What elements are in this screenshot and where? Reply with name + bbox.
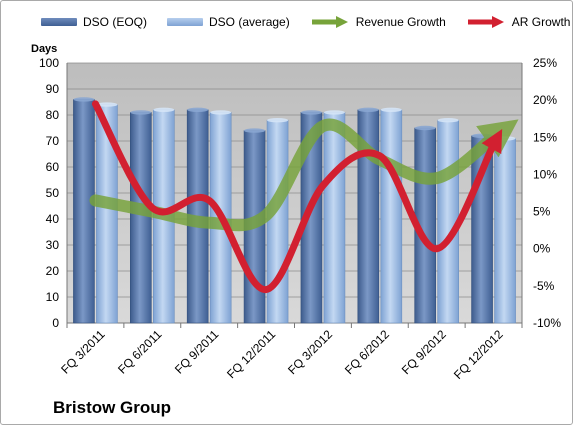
company-label: Bristow Group (53, 398, 172, 417)
legend-item-ar-growth: AR Growth (466, 15, 571, 29)
bar-dso-eoq (130, 110, 152, 324)
legend-swatch-dso-eoq (41, 18, 77, 26)
legend-label-revenue-growth: Revenue Growth (355, 15, 446, 29)
x-tick-label: FQ 3/2012 (285, 327, 335, 377)
y-tick-label: 30 (46, 238, 60, 252)
legend-item-dso-average: DSO (average) (167, 15, 290, 29)
y2-tick-label: 5% (533, 205, 551, 219)
y-tick-label: 80 (46, 108, 60, 122)
y2-tick-label: 15% (533, 130, 557, 144)
y2-tick-label: 10% (533, 167, 557, 181)
y-tick-label: 70 (46, 134, 60, 148)
x-tick-label: FQ 9/2012 (399, 327, 449, 377)
bar-dso-eoq (300, 110, 323, 324)
bar-dso-average (266, 118, 289, 324)
y2-tick-label: -5% (533, 279, 555, 293)
y-tick-label: 100 (39, 56, 59, 70)
x-tick-label: FQ 9/2011 (172, 327, 222, 377)
x-tick-label: FQ 3/2011 (58, 327, 108, 377)
y-tick-label: 60 (46, 160, 60, 174)
bar-dso-average (437, 118, 459, 324)
line-ar-growth (91, 100, 503, 294)
legend-item-revenue-growth: Revenue Growth (310, 15, 446, 29)
legend: DSO (EOQ) DSO (average) Revenue Growth A… (41, 15, 575, 29)
legend-label-dso-average: DSO (average) (209, 15, 290, 29)
y-tick-label: 50 (46, 186, 60, 200)
x-tick-label: FQ 6/2012 (342, 327, 392, 377)
y2-tick-label: 25% (533, 56, 557, 70)
y-tick-label: 0 (52, 316, 59, 330)
legend-label-ar-growth: AR Growth (511, 15, 571, 29)
x-tick-label: FQ 6/2011 (115, 327, 165, 377)
y-tick-label: 10 (46, 290, 60, 304)
y-tick-label: 40 (46, 212, 60, 226)
y2-tick-label: 20% (533, 93, 557, 107)
legend-label-dso-eoq: DSO (EOQ) (83, 15, 148, 29)
x-tick-label: FQ 12/2012 (451, 327, 506, 382)
bar-dso-eoq (357, 107, 380, 324)
legend-arrow-revenue-growth (311, 16, 348, 28)
legend-item-dso-eoq: DSO (EOQ) (41, 15, 147, 29)
bar-dso-average (494, 136, 516, 324)
bar-dso-average (96, 102, 118, 324)
bar-dso-average (323, 110, 346, 324)
y-tick-label: 20 (46, 264, 60, 278)
bar-dso-average (380, 107, 403, 324)
y-tick-label: 90 (46, 82, 60, 96)
legend-arrow-ar-growth (467, 16, 504, 28)
x-tick-label: FQ 12/2011 (224, 327, 278, 381)
y2-tick-label: 0% (533, 242, 551, 256)
y-axis-title: Days (31, 43, 58, 55)
legend-swatch-dso-average (167, 18, 204, 26)
bar-dso-eoq (73, 97, 95, 324)
y2-tick-label: -10% (533, 316, 561, 330)
